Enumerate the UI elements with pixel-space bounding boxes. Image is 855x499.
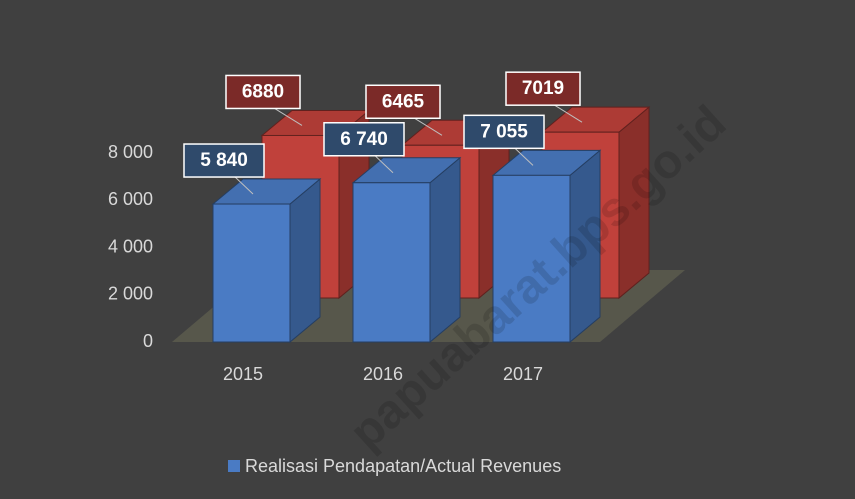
bar-side [429,156,461,344]
data-label: 6465 [382,91,425,112]
label-box [183,143,265,178]
leader-line [412,116,443,136]
bar-side [289,177,321,344]
data-label: 7019 [522,78,564,99]
leader-line [552,103,583,123]
y-tick-label: 4 000 [108,236,153,256]
y-tick-label: 8 000 [108,142,153,162]
y-tick-label: 0 [143,331,153,351]
data-label: 5 840 [200,150,248,171]
leader-line [513,146,534,166]
x-tick-label: 2017 [503,364,543,384]
label-box [225,74,301,110]
label-box [463,114,545,150]
legend-swatch [228,460,240,472]
data-label: 7 055 [480,121,528,142]
bar [492,174,571,343]
label-box [365,84,441,120]
data-label: 6880 [242,81,284,102]
data-label: 6 740 [340,129,388,150]
x-tick-label: 2015 [223,364,263,384]
bar [352,182,431,343]
legend-label: Realisasi Pendapatan/Actual Revenues [245,456,561,476]
leader-line [373,154,394,174]
y-tick-label: 6 000 [108,189,153,209]
y-tick-label: 2 000 [108,284,153,304]
bar [212,203,291,343]
label-box [323,122,405,157]
x-tick-label: 2016 [363,364,403,384]
leader-line [233,175,254,195]
label-box [505,71,581,106]
leader-line [272,107,303,126]
